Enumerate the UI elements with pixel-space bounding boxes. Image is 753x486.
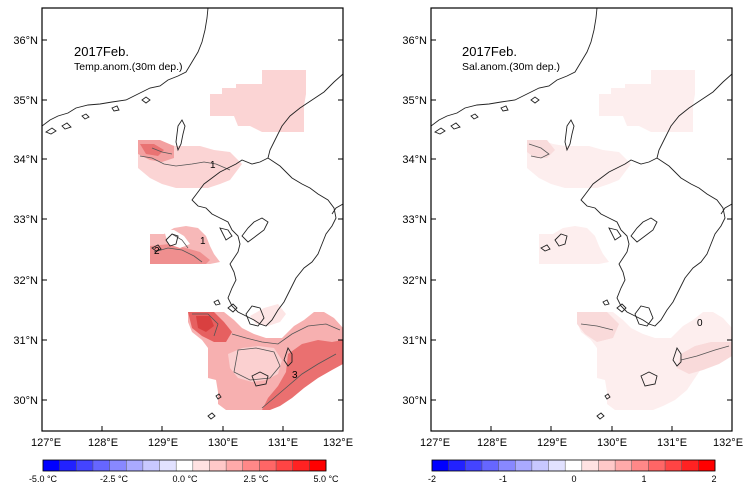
lon-label: 130°E [597,437,627,449]
colorbar-swatch [126,460,144,471]
colorbar-labels: -5.0 °C -2.5 °C 0.0 °C 2.5 °C 5.0 °C [29,474,339,484]
colorbar-swatch [292,460,310,471]
colorbar-label: 0.0 °C [172,474,198,484]
lon-label: 129°E [148,437,178,449]
colorbar-labels: -2 -1 0 1 2 [428,474,717,484]
salinity-panel: 0 2017Feb. Sal.anom.(30m dep.) 36°N 35°N… [402,7,743,484]
latitude-axis: 36°N 35°N 34°N 33°N 32°N 31°N 30°N [13,35,343,407]
colorbar-swatch [548,460,566,471]
colorbar-swatch [531,460,549,471]
colorbar-label: -5.0 °C [29,474,58,484]
colorbar-swatch [43,460,60,471]
colorbar-swatch [92,460,110,471]
colorbar-label: 5.0 °C [313,474,339,484]
contour-label-2: 2 [154,246,160,257]
lat-label: 33°N [402,214,427,226]
longitude-axis: 127°E 128°E 129°E 130°E 131°E 132°E [420,426,743,449]
contour-label-0: 0 [697,318,703,329]
colorbar-swatch [465,460,483,471]
colorbar-swatch [598,460,616,471]
colorbar-swatch [309,460,327,471]
lon-label: 128°E [477,437,507,449]
colorbar-swatch [648,460,666,471]
colorbar-swatch [448,460,466,471]
lat-label: 31°N [13,335,38,347]
lat-label: 35°N [13,95,38,107]
lat-label: 33°N [13,214,38,226]
colorbar-label: 2 [711,474,716,484]
colorbar-label: 1 [641,474,646,484]
colorbar-label: 2.5 °C [243,474,269,484]
lat-label: 31°N [402,335,427,347]
colorbar-swatch [209,460,227,471]
colorbar-swatch [581,460,599,471]
lon-label: 130°E [208,437,238,449]
colorbar-swatch [159,460,177,471]
colorbar-swatch [698,460,716,471]
colorbar-swatch [665,460,683,471]
colorbar-swatch [242,460,260,471]
colorbar-swatch [59,460,77,471]
lat-label: 34°N [13,154,38,166]
colorbar-swatch [226,460,244,471]
colorbar-swatch [515,460,533,471]
colorbar-swatch [259,460,277,471]
lat-label: 36°N [402,35,427,47]
lat-label: 30°N [402,395,427,407]
temperature-colorbar [42,459,327,472]
lat-label: 36°N [13,35,38,47]
colorbar-swatch [498,460,516,471]
colorbar-swatch [76,460,94,471]
colorbar-frame [42,459,327,472]
colorbar-label: 0 [571,474,576,484]
colorbar-swatch [481,460,499,471]
lon-label: 132°E [713,437,743,449]
contour-label-1b: 1 [200,236,206,247]
colorbar-swatch [176,460,194,471]
colorbar-label: -2.5 °C [100,474,129,484]
lon-label: 127°E [420,437,450,449]
colorbar-swatch [432,460,449,471]
temperature-panel: 1 1 2 3 2017Feb. Temp.anom.(30m dep.) 36… [13,7,353,484]
latitude-axis: 36°N 35°N 34°N 33°N 32°N 31°N 30°N [402,35,732,407]
colorbar-swatch [565,460,583,471]
colorbar-swatch [192,460,210,471]
colorbar-label: -1 [499,474,507,484]
panel-subtitle: Sal.anom.(30m dep.) [462,61,560,73]
lat-label: 34°N [402,154,427,166]
longitude-axis: 127°E 128°E 129°E 130°E 131°E 132°E [31,426,353,449]
colorbar-swatch [142,460,160,471]
lon-label: 131°E [657,437,687,449]
colorbar-frame [431,459,716,472]
lat-label: 30°N [13,395,38,407]
lon-label: 131°E [268,437,298,449]
panel-title: 2017Feb. [74,44,129,59]
lat-label: 35°N [402,95,427,107]
colorbar-swatch [681,460,699,471]
salinity-colorbar [431,459,716,472]
lon-label: 127°E [31,437,61,449]
lon-label: 128°E [88,437,118,449]
contour-label-3: 3 [292,370,298,381]
panel-title: 2017Feb. [462,44,517,59]
colorbar-swatch [276,460,294,471]
lon-label: 132°E [323,437,353,449]
lat-label: 32°N [402,275,427,287]
panel-subtitle: Temp.anom.(30m dep.) [74,61,183,73]
colorbar-swatch [631,460,649,471]
colorbar-label: -2 [428,474,436,484]
lat-label: 32°N [13,275,38,287]
colorbar-swatch [615,460,633,471]
lon-label: 129°E [537,437,567,449]
contour-label-1a: 1 [210,160,216,171]
colorbar-swatch [109,460,127,471]
